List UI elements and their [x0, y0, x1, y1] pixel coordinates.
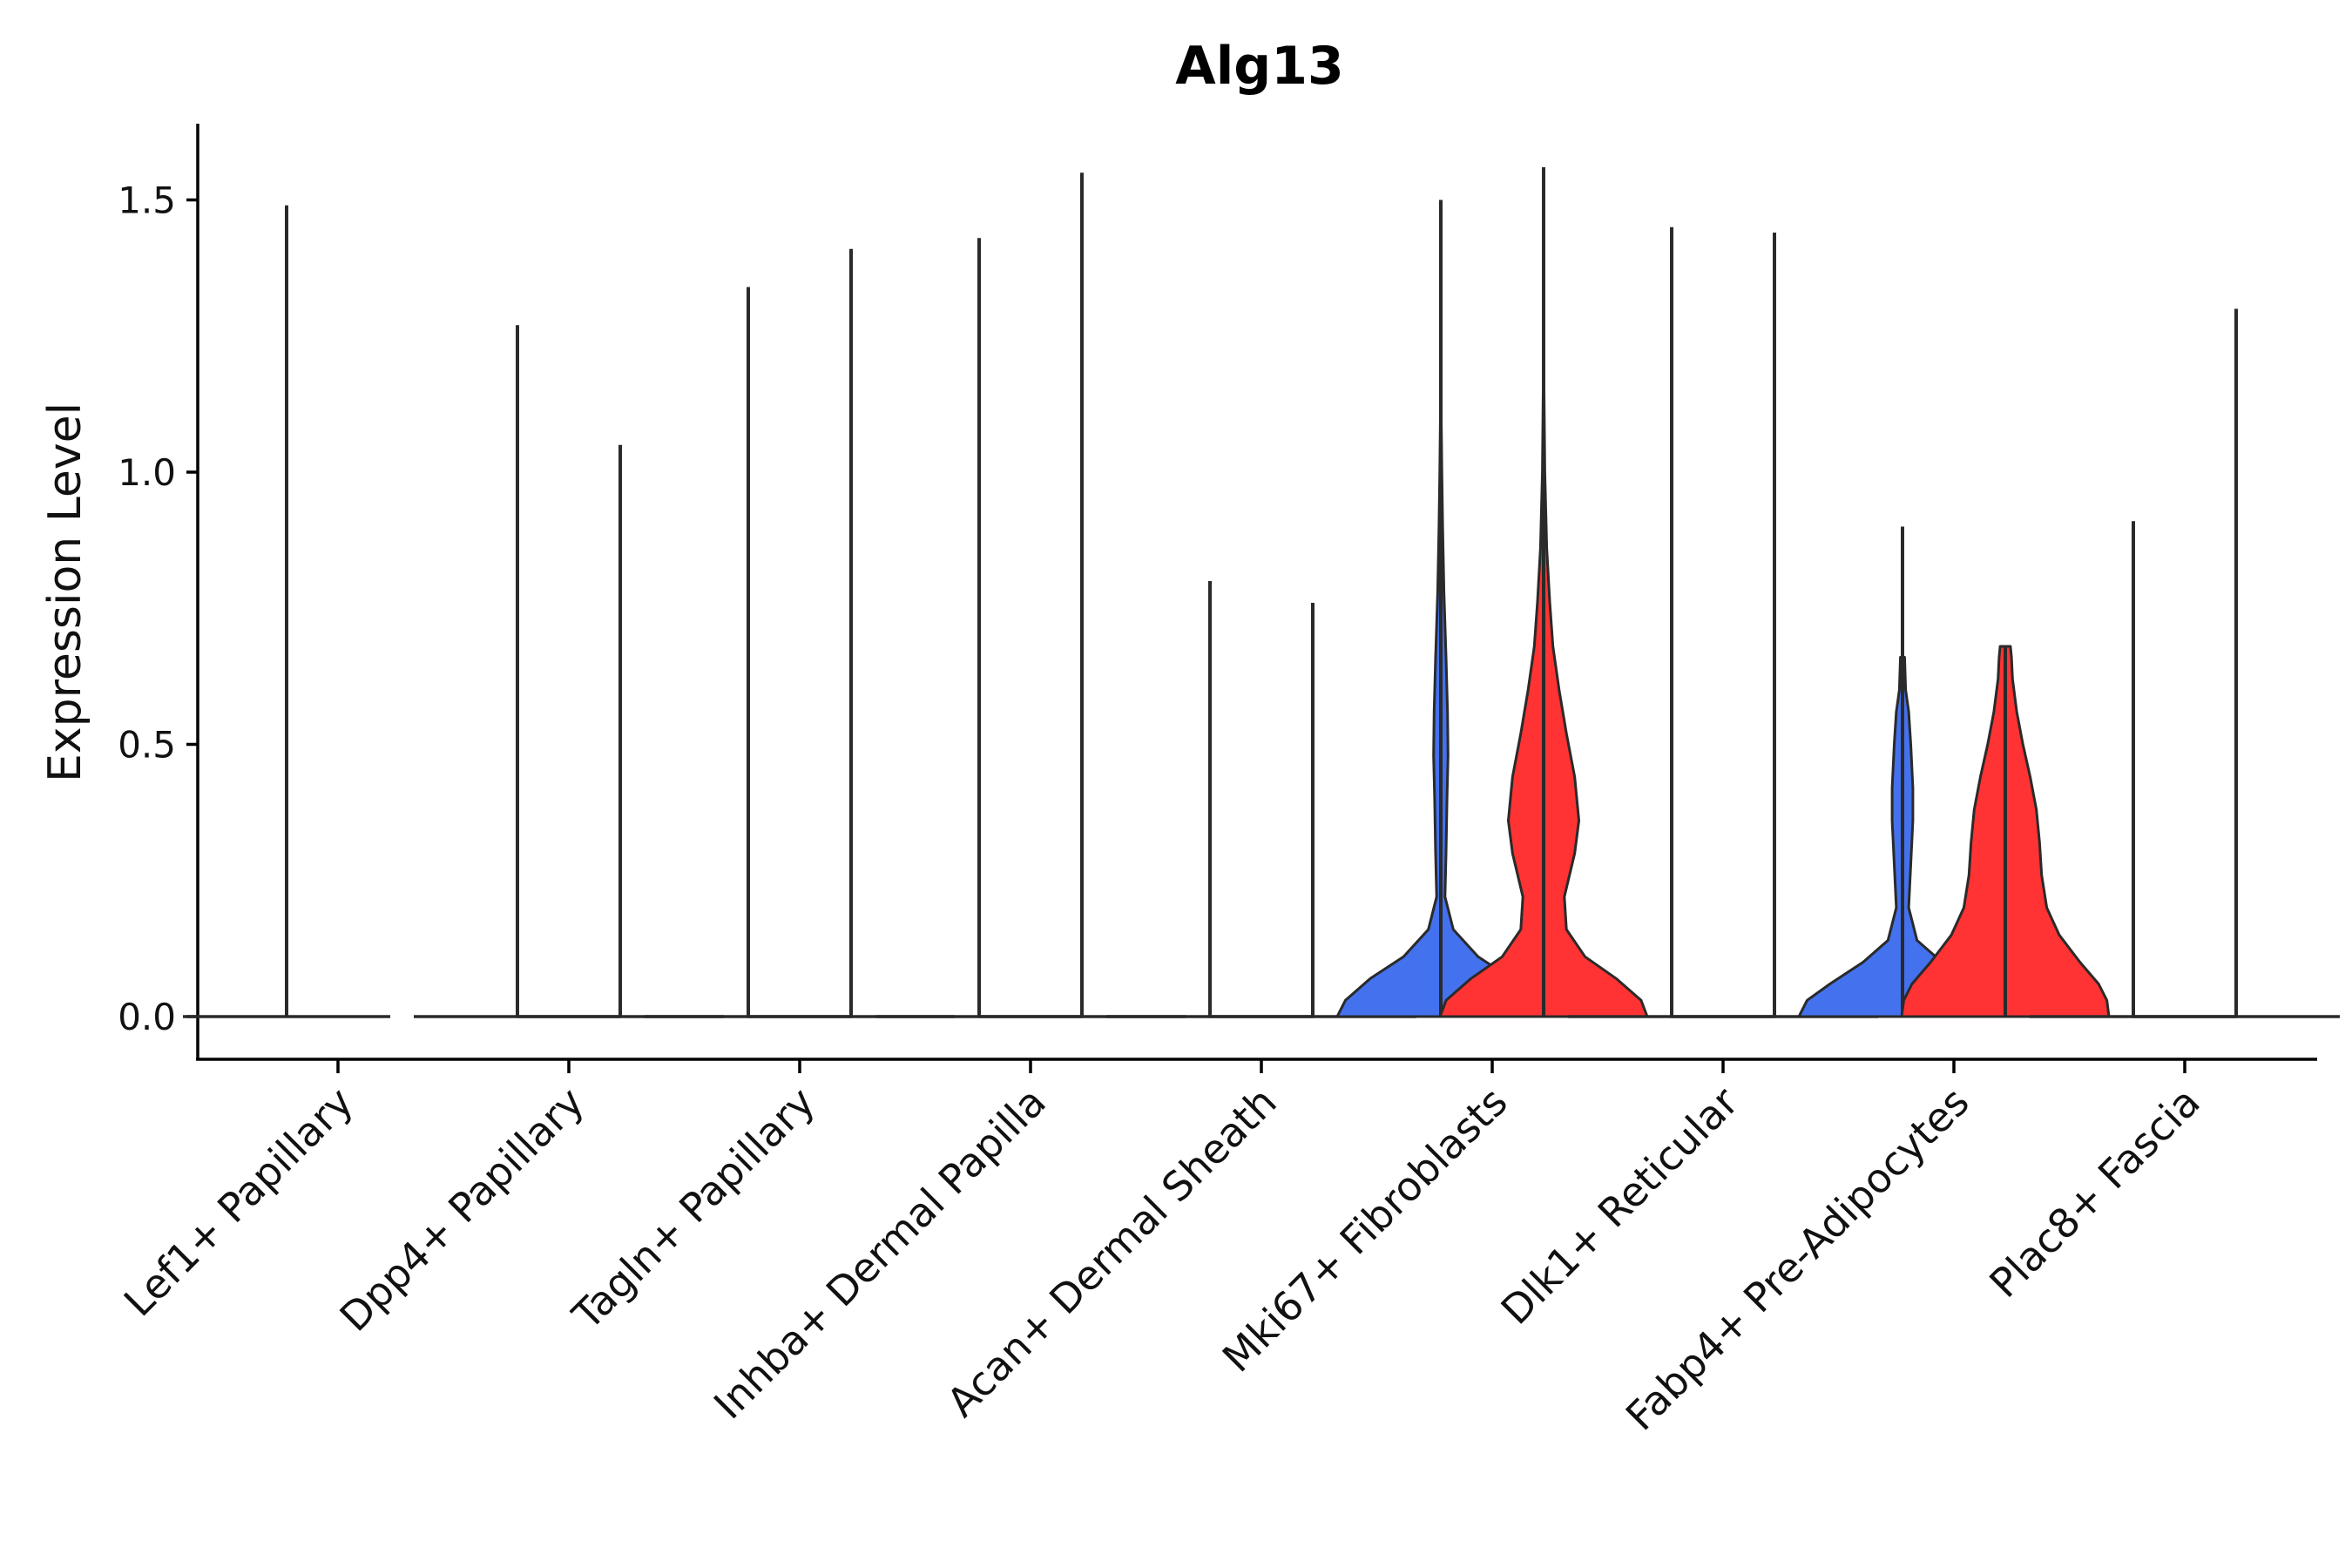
violin-group1: [183, 205, 390, 1018]
violin-group2: [1671, 233, 1878, 1018]
x-tick-label: Lef1+ Papillary: [115, 1078, 362, 1326]
y-tick-label: 0.0: [118, 996, 176, 1038]
chart-title: Alg13: [1175, 36, 1343, 97]
x-tick-label: Dlk1+ Reticular: [1492, 1078, 1747, 1334]
violin-group1: [645, 287, 852, 1018]
violin-group2: [1209, 603, 1416, 1018]
violin-group1: [1106, 581, 1314, 1018]
violin-group1: [875, 238, 1083, 1018]
violin-group1: [1335, 199, 1546, 1018]
x-tick-label: Tagln+ Papillary: [563, 1078, 824, 1340]
y-ticks: 0.0 0.5 1.0 1.5: [118, 179, 198, 1038]
y-tick-label: 1.0: [118, 451, 176, 494]
violin-group2: [978, 172, 1186, 1018]
violins: [183, 167, 2340, 1018]
y-tick-label: 0.5: [118, 724, 176, 767]
violin-group2: [1438, 167, 1649, 1018]
violin-group2: [747, 248, 955, 1018]
violin-group1: [414, 325, 621, 1018]
x-tick-label: Dpp4+ Papillary: [331, 1078, 593, 1341]
violin-group2: [1900, 645, 2111, 1018]
violin-group1: [1797, 526, 2008, 1018]
violin-group2: [2132, 308, 2340, 1018]
violin-group2: [517, 444, 724, 1018]
y-axis-label: Expression Level: [39, 402, 91, 782]
x-tick-label: Plac8+ Fascia: [1980, 1078, 2208, 1307]
y-tick-label: 1.5: [118, 179, 176, 222]
violin-group1: [1568, 226, 1775, 1018]
